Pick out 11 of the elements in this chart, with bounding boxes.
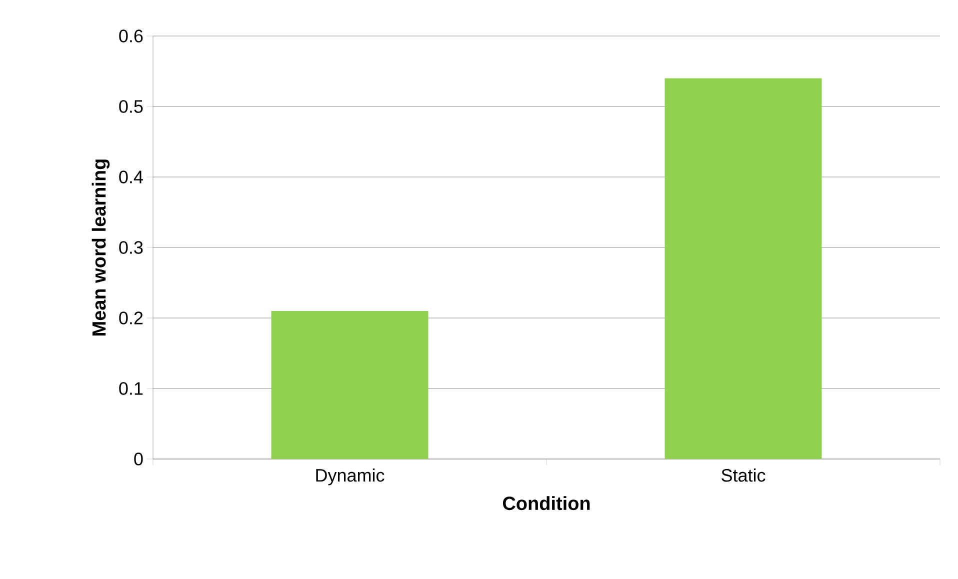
y-tick-label: 0.6	[119, 30, 143, 42]
y-tick-label: 0	[134, 452, 143, 466]
y-tick-label: 0.3	[119, 241, 143, 254]
x-tick-label: Static	[722, 468, 766, 482]
y-axis-title: Mean word learning	[92, 160, 110, 336]
x-tick-label: Dynamic	[316, 468, 384, 486]
y-tick-label: 0.4	[119, 170, 143, 184]
y-tick-label: 0.2	[119, 312, 143, 324]
x-axis-title: Condition	[502, 496, 590, 510]
y-tick-label: 0.1	[119, 382, 143, 395]
y-tick-label: 0.5	[119, 100, 143, 113]
